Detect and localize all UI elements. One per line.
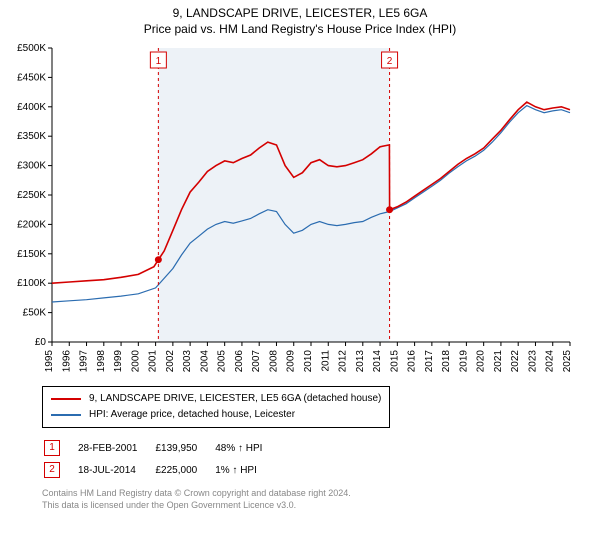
chart-title: 9, LANDSCAPE DRIVE, LEICESTER, LE5 6GA P… (0, 0, 600, 38)
svg-text:£100K: £100K (17, 278, 46, 289)
chart-svg: £0 £50K £100K £150K £200K £250K £300K £350K £400… (10, 42, 580, 380)
legend-label: HPI: Average price, detached house, Leic… (89, 407, 295, 423)
price-chart: £0 £50K £100K £150K £200K £250K £300K £350K £400… (10, 42, 582, 380)
svg-text:2010: 2010 (303, 350, 314, 373)
svg-text:1: 1 (156, 56, 162, 67)
svg-text:£450K: £450K (17, 72, 46, 83)
svg-text:2021: 2021 (493, 350, 504, 373)
sale-date: 18-JUL-2014 (78, 460, 153, 480)
svg-text:2014: 2014 (372, 350, 383, 373)
svg-text:£250K: £250K (17, 190, 46, 201)
svg-text:£50K: £50K (23, 308, 47, 319)
svg-text:2000: 2000 (130, 350, 141, 373)
legend-row: 9, LANDSCAPE DRIVE, LEICESTER, LE5 6GA (… (51, 391, 381, 407)
legend-swatch (51, 414, 81, 416)
svg-text:£150K: £150K (17, 249, 46, 260)
svg-text:2025: 2025 (562, 350, 573, 373)
svg-text:2019: 2019 (458, 350, 469, 373)
svg-text:2001: 2001 (148, 350, 159, 373)
svg-text:2011: 2011 (320, 350, 331, 372)
svg-text:£500K: £500K (17, 43, 46, 54)
sale-marker-badge: 1 (44, 440, 60, 456)
svg-text:2008: 2008 (268, 350, 279, 373)
svg-text:£200K: £200K (17, 219, 46, 230)
svg-text:2002: 2002 (165, 350, 176, 373)
legend-swatch (51, 398, 81, 400)
svg-text:£0: £0 (35, 337, 47, 348)
svg-text:1995: 1995 (44, 350, 55, 373)
svg-text:2024: 2024 (545, 350, 556, 373)
svg-text:1999: 1999 (113, 350, 124, 373)
svg-text:2009: 2009 (286, 350, 297, 373)
svg-text:2016: 2016 (407, 350, 418, 373)
svg-text:2023: 2023 (527, 350, 538, 373)
table-row: 2 18-JUL-2014£225,0001% ↑ HPI (44, 460, 278, 480)
svg-text:2003: 2003 (182, 350, 193, 373)
title-subtitle: Price paid vs. HM Land Registry's House … (0, 22, 600, 36)
svg-text:1998: 1998 (96, 350, 107, 373)
attribution-line2: This data is licensed under the Open Gov… (42, 500, 562, 512)
svg-text:2005: 2005 (217, 350, 228, 373)
title-address: 9, LANDSCAPE DRIVE, LEICESTER, LE5 6GA (0, 6, 600, 20)
legend-row: HPI: Average price, detached house, Leic… (51, 407, 381, 423)
svg-text:2004: 2004 (199, 350, 210, 373)
sale-price: £225,000 (155, 460, 213, 480)
legend: 9, LANDSCAPE DRIVE, LEICESTER, LE5 6GA (… (42, 386, 390, 428)
table-row: 1 28-FEB-2001£139,95048% ↑ HPI (44, 438, 278, 458)
svg-text:£300K: £300K (17, 161, 46, 172)
attribution: Contains HM Land Registry data © Crown c… (42, 488, 562, 511)
svg-text:£350K: £350K (17, 131, 46, 142)
svg-text:1996: 1996 (61, 350, 72, 373)
svg-text:2012: 2012 (338, 350, 349, 373)
attribution-line1: Contains HM Land Registry data © Crown c… (42, 488, 562, 500)
svg-text:2006: 2006 (234, 350, 245, 373)
sale-delta: 1% ↑ HPI (215, 460, 278, 480)
sale-date: 28-FEB-2001 (78, 438, 153, 458)
svg-text:2018: 2018 (441, 350, 452, 373)
sale-delta: 48% ↑ HPI (215, 438, 278, 458)
sales-table: 1 28-FEB-2001£139,95048% ↑ HPI 2 18-JUL-201… (42, 436, 280, 482)
svg-text:2022: 2022 (510, 350, 521, 373)
svg-text:2020: 2020 (476, 350, 487, 373)
svg-text:£400K: £400K (17, 102, 46, 113)
svg-text:2017: 2017 (424, 350, 435, 373)
sale-price: £139,950 (155, 438, 213, 458)
sale-marker-badge: 2 (44, 462, 60, 478)
svg-text:2: 2 (387, 56, 393, 67)
svg-text:2013: 2013 (355, 350, 366, 373)
svg-text:1997: 1997 (79, 350, 90, 373)
svg-text:2007: 2007 (251, 350, 262, 373)
legend-label: 9, LANDSCAPE DRIVE, LEICESTER, LE5 6GA (… (89, 391, 381, 407)
svg-text:2015: 2015 (389, 350, 400, 373)
